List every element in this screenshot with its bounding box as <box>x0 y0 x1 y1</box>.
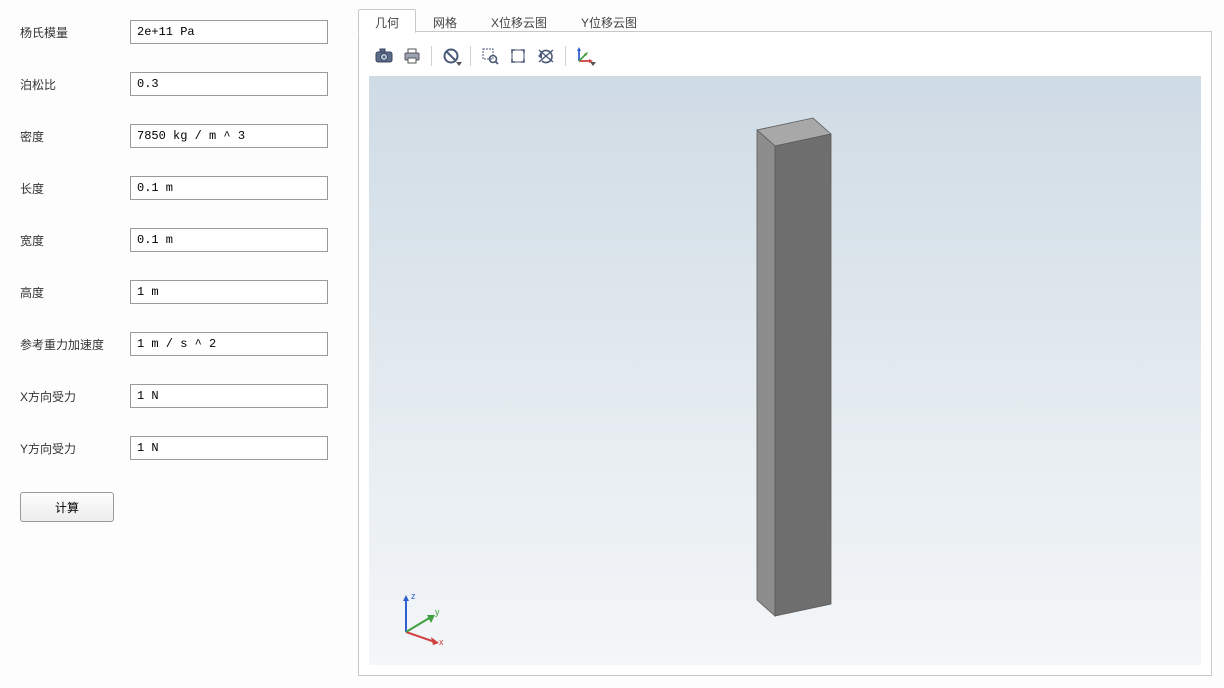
input-poisson-ratio[interactable] <box>130 72 328 96</box>
field-poisson-ratio: 泊松比 <box>20 72 346 96</box>
label-force-y: Y方向受力 <box>20 440 130 457</box>
tab-geometry[interactable]: 几何 <box>358 9 416 33</box>
toolbar-separator <box>470 46 471 66</box>
fit-extents-icon[interactable] <box>505 44 531 68</box>
viewport-3d[interactable]: z x y <box>369 76 1201 665</box>
input-height[interactable] <box>130 280 328 304</box>
field-force-y: Y方向受力 <box>20 436 346 460</box>
field-gravity: 参考重力加速度 <box>20 332 346 356</box>
label-poisson-ratio: 泊松比 <box>20 76 130 93</box>
tab-mesh[interactable]: 网格 <box>416 9 474 33</box>
parameters-panel: 杨氏模量 泊松比 密度 长度 宽度 高度 参考重力加速度 X方向受力 <box>0 0 358 688</box>
svg-text:x: x <box>439 637 444 647</box>
input-force-x[interactable] <box>130 384 328 408</box>
field-width: 宽度 <box>20 228 346 252</box>
field-force-x: X方向受力 <box>20 384 346 408</box>
toolbar-separator <box>565 46 566 66</box>
zoom-box-icon[interactable] <box>477 44 503 68</box>
view-toolbar <box>369 42 1201 70</box>
svg-text:z: z <box>411 591 416 601</box>
tab-dy-result[interactable]: Y位移云图 <box>564 9 654 33</box>
geometry-column <box>725 106 845 636</box>
label-force-x: X方向受力 <box>20 388 130 405</box>
view-panel: 几何 网格 X位移云图 Y位移云图 <box>358 0 1224 688</box>
label-gravity: 参考重力加速度 <box>20 336 130 353</box>
field-density: 密度 <box>20 124 346 148</box>
calculate-button[interactable]: 计算 <box>20 492 114 522</box>
field-height: 高度 <box>20 280 346 304</box>
reset-view-icon[interactable] <box>438 44 464 68</box>
input-force-y[interactable] <box>130 436 328 460</box>
input-young-modulus[interactable] <box>130 20 328 44</box>
field-young-modulus: 杨氏模量 <box>20 20 346 44</box>
input-density[interactable] <box>130 124 328 148</box>
axes-toggle-icon[interactable] <box>572 44 598 68</box>
chevron-down-icon <box>590 62 596 66</box>
print-icon[interactable] <box>399 44 425 68</box>
input-length[interactable] <box>130 176 328 200</box>
field-length: 长度 <box>20 176 346 200</box>
camera-icon[interactable] <box>371 44 397 68</box>
app-root: 杨氏模量 泊松比 密度 长度 宽度 高度 参考重力加速度 X方向受力 <box>0 0 1224 688</box>
label-height: 高度 <box>20 284 130 301</box>
rotate-icon[interactable] <box>533 44 559 68</box>
label-length: 长度 <box>20 180 130 197</box>
toolbar-separator <box>431 46 432 66</box>
tab-dx-result[interactable]: X位移云图 <box>474 9 564 33</box>
label-density: 密度 <box>20 128 130 145</box>
view-frame: z x y <box>358 32 1212 676</box>
chevron-down-icon <box>456 62 462 66</box>
tab-bar: 几何 网格 X位移云图 Y位移云图 <box>358 8 1212 32</box>
axis-gizmo: z x y <box>391 587 451 647</box>
input-gravity[interactable] <box>130 332 328 356</box>
svg-text:y: y <box>435 607 440 617</box>
input-width[interactable] <box>130 228 328 252</box>
label-width: 宽度 <box>20 232 130 249</box>
label-young-modulus: 杨氏模量 <box>20 24 130 41</box>
